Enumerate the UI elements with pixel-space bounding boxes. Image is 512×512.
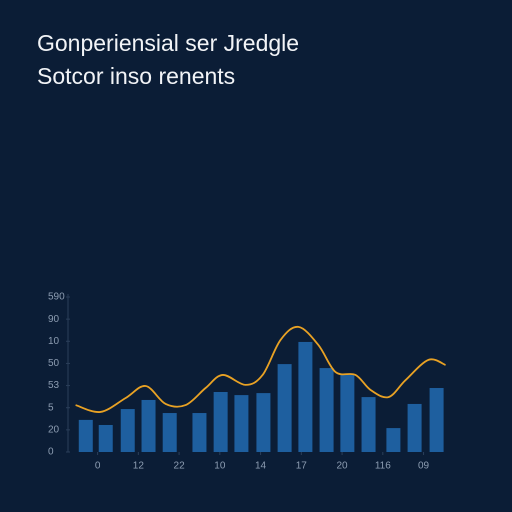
bar [256,393,271,452]
y-tick-label: 5 [48,402,54,413]
bar [429,388,444,452]
x-tick-label: 20 [337,461,349,472]
x-tick-label: 116 [375,461,391,472]
bar [319,368,334,452]
x-tick-label: 10 [214,461,226,472]
bar [277,364,292,452]
bar [213,391,228,452]
y-tick-label: 590 [48,292,65,303]
line [75,325,446,413]
x-tick-label: 12 [133,461,145,472]
bar [407,403,422,452]
bar [78,419,93,452]
bar [192,413,207,452]
x-tick-label: 09 [418,461,430,472]
x-tick-label: 22 [174,461,186,472]
y-tick-label: 90 [48,314,60,325]
bar [298,341,313,452]
chart-subtitle: Sotcor inso renents [37,63,235,89]
x-tick-label: 17 [296,461,308,472]
bar [234,395,249,452]
y-tick-label: 53 [48,380,60,391]
bar [340,374,355,452]
chart-title: Gonperiensial ser Jredgle [37,30,299,56]
y-tick-label: 10 [48,336,60,347]
bar [98,424,113,452]
bar [386,428,401,452]
x-tick-label: 0 [95,461,101,472]
y-tick-label: 0 [48,447,54,458]
bar [162,413,177,452]
bar [141,399,156,452]
y-tick-label: 50 [48,358,60,369]
y-tick-label: 20 [48,424,60,435]
bar [120,409,135,452]
bar [361,397,376,452]
x-tick-label: 14 [255,461,267,472]
